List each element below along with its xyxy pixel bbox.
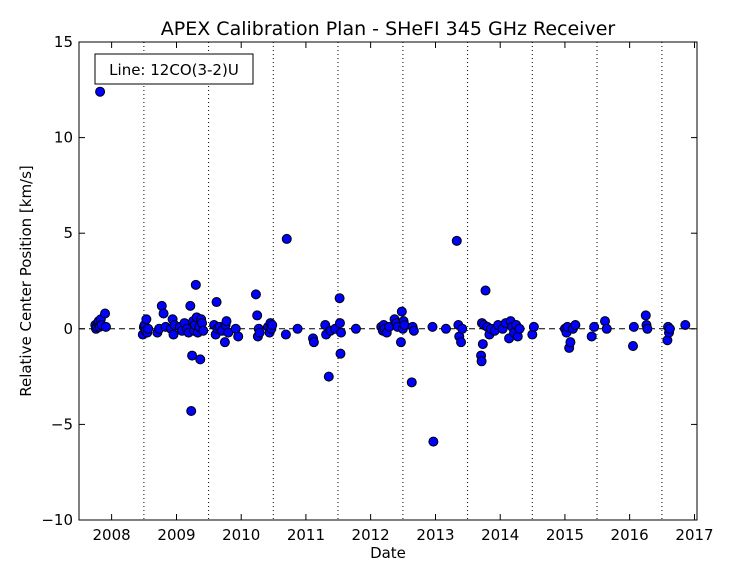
y-axis-ticks: −10 −5 0 5 10 15 bbox=[41, 33, 697, 529]
data-point bbox=[100, 308, 111, 319]
legend-label: Line: 12CO(3-2)U bbox=[109, 61, 239, 79]
y-tick-label: −10 bbox=[41, 511, 73, 529]
data-point bbox=[680, 319, 691, 330]
data-point bbox=[451, 235, 462, 246]
data-point bbox=[642, 323, 653, 334]
data-point bbox=[640, 310, 651, 321]
y-tick-label: 5 bbox=[63, 224, 73, 242]
data-point bbox=[100, 321, 111, 332]
data-point bbox=[168, 329, 179, 340]
data-point bbox=[95, 86, 106, 97]
x-tick-label: 2013 bbox=[416, 526, 454, 544]
data-point bbox=[334, 318, 345, 329]
data-point bbox=[477, 339, 488, 350]
data-point bbox=[185, 300, 196, 311]
data-point bbox=[267, 319, 278, 330]
data-point bbox=[601, 323, 612, 334]
x-tick-label: 2009 bbox=[157, 526, 195, 544]
data-point bbox=[281, 233, 292, 244]
data-points bbox=[90, 86, 691, 447]
data-point bbox=[323, 371, 334, 382]
data-point bbox=[457, 323, 468, 334]
data-point bbox=[528, 321, 539, 332]
data-point bbox=[221, 316, 232, 327]
data-point bbox=[219, 337, 230, 348]
data-point bbox=[406, 377, 417, 388]
data-point bbox=[589, 321, 600, 332]
data-point bbox=[254, 327, 265, 338]
data-point bbox=[628, 341, 639, 352]
data-point bbox=[399, 319, 410, 330]
x-tick-label: 2017 bbox=[675, 526, 713, 544]
data-point bbox=[186, 406, 197, 417]
x-tick-label: 2012 bbox=[352, 526, 390, 544]
y-tick-label: 10 bbox=[54, 129, 73, 147]
data-point bbox=[292, 323, 303, 334]
x-tick-label: 2016 bbox=[611, 526, 649, 544]
x-axis-label: Date bbox=[370, 544, 406, 562]
data-point bbox=[252, 310, 263, 321]
data-point bbox=[334, 293, 345, 304]
legend-frame bbox=[94, 53, 254, 85]
x-tick-label: 2011 bbox=[287, 526, 325, 544]
data-point bbox=[187, 350, 198, 361]
x-tick-label: 2015 bbox=[546, 526, 584, 544]
x-tick-label: 2008 bbox=[93, 526, 131, 544]
data-point bbox=[233, 331, 244, 342]
data-point bbox=[158, 308, 169, 319]
y-tick-label: 15 bbox=[54, 33, 73, 51]
data-point bbox=[428, 436, 439, 447]
data-point bbox=[141, 314, 152, 325]
y-tick-label: −5 bbox=[51, 415, 73, 433]
semester-divider-lines bbox=[143, 42, 663, 520]
data-point bbox=[195, 354, 206, 365]
line-legend-box: Line: 12CO(3-2)U bbox=[94, 53, 254, 85]
data-point bbox=[250, 289, 261, 300]
data-point bbox=[143, 323, 154, 334]
data-point bbox=[440, 323, 451, 334]
data-point bbox=[336, 327, 347, 338]
data-point bbox=[308, 337, 319, 348]
plot-frame bbox=[78, 41, 698, 521]
chart-title: APEX Calibration Plan - SHeFI 345 GHz Re… bbox=[161, 18, 616, 40]
data-point bbox=[586, 331, 597, 342]
data-point bbox=[211, 297, 222, 308]
x-tick-label: 2010 bbox=[222, 526, 260, 544]
data-point bbox=[190, 279, 201, 290]
data-point bbox=[395, 337, 406, 348]
data-point bbox=[628, 321, 639, 332]
data-point bbox=[480, 285, 491, 296]
data-point bbox=[456, 337, 467, 348]
y-axis-label: Relative Center Position [km/s] bbox=[17, 165, 35, 397]
x-axis-ticks: 2008 2009 2010 2011 2012 2013 2014 2015 2016 2017 bbox=[93, 42, 714, 544]
y-tick-label: 0 bbox=[63, 320, 73, 338]
data-point bbox=[427, 321, 438, 332]
data-point bbox=[280, 329, 291, 340]
data-point bbox=[476, 356, 487, 367]
data-point bbox=[396, 306, 407, 317]
data-point bbox=[565, 337, 576, 348]
data-point bbox=[664, 323, 675, 334]
data-point bbox=[350, 323, 361, 334]
data-point bbox=[198, 325, 209, 336]
data-point bbox=[408, 325, 419, 336]
data-point bbox=[570, 319, 581, 330]
data-point bbox=[514, 323, 525, 334]
x-tick-label: 2014 bbox=[481, 526, 519, 544]
data-point bbox=[335, 348, 346, 359]
